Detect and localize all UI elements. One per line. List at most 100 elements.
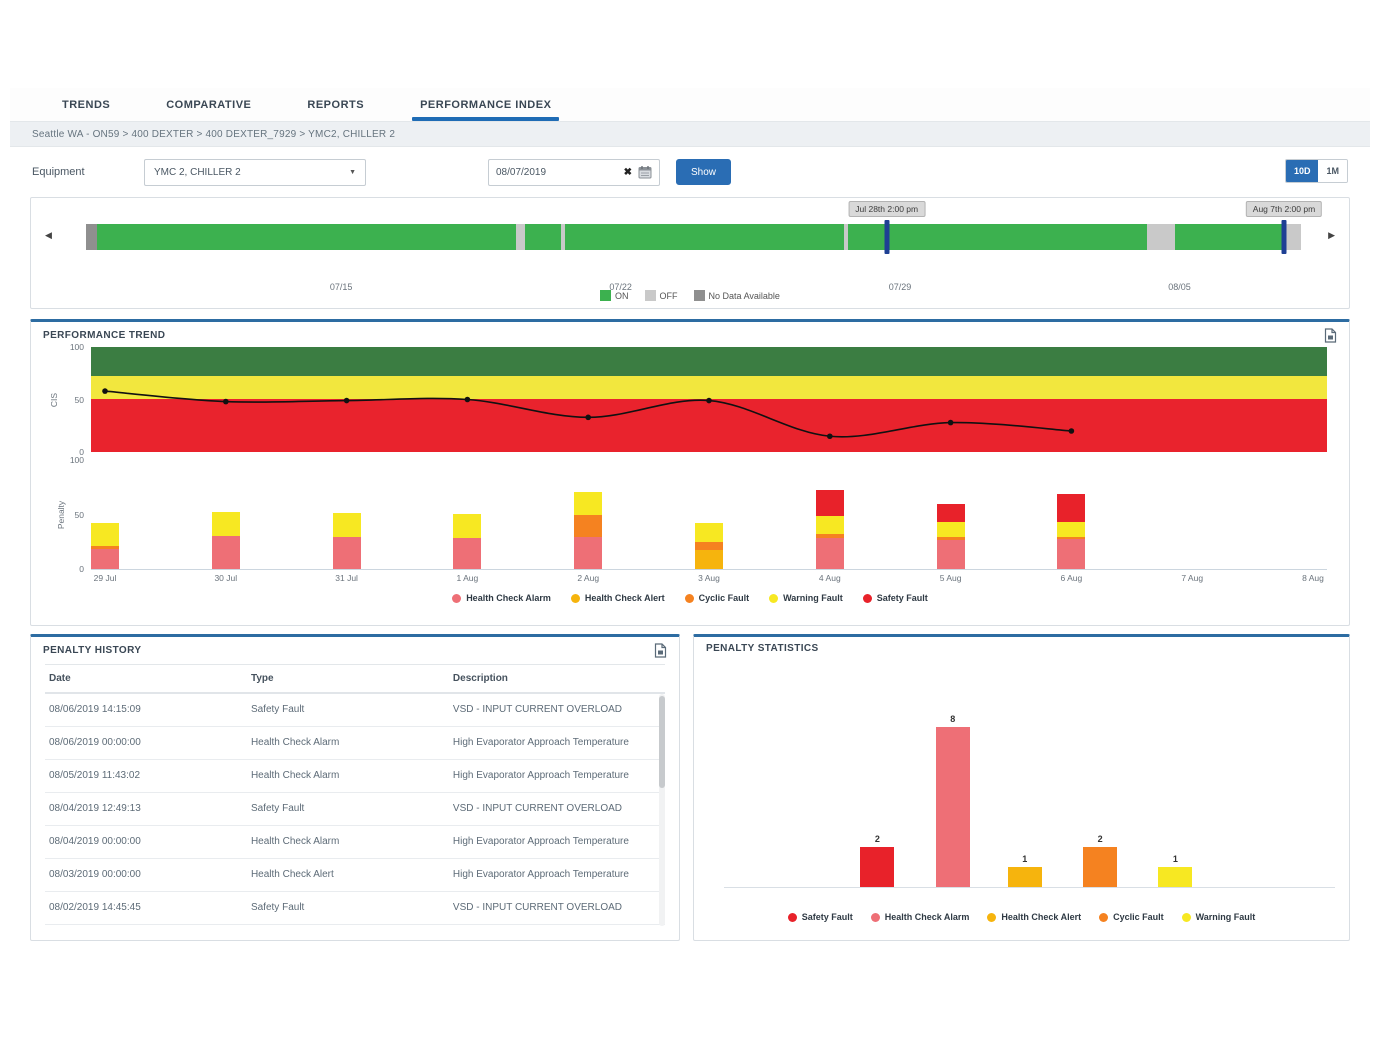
breadcrumb: Seattle WA - ON59 > 400 DEXTER > 400 DEX… [10, 121, 1370, 147]
range-option-10d[interactable]: 10D [1285, 160, 1319, 182]
bar-segment [91, 545, 119, 550]
penalty-bar-29-jul [91, 522, 119, 569]
performance-trend-title: PERFORMANCE TREND [43, 330, 166, 341]
legend-label: No Data Available [708, 290, 780, 301]
column-header: Type [250, 673, 274, 684]
cell-description: VSD - INPUT CURRENT OVERLOAD [452, 902, 623, 913]
penalty-x-axis: 29 Jul 30 Jul 31 Jul 1 Aug 2 Aug 3 Aug 4 Aug 5 … [91, 570, 1327, 585]
bar-segment [332, 537, 361, 569]
data-point [827, 433, 833, 440]
table-row: 08/05/2019 11:43:02 Health Check Alarm Hig… [45, 760, 665, 793]
timeline-handle-right[interactable] [1281, 220, 1287, 254]
timeline-right-arrow-icon[interactable]: ▶ [1328, 230, 1335, 240]
cell-description: High Evaporator Approach Temperature [452, 737, 629, 748]
timeline-segment-no-data [86, 224, 97, 250]
export-icon[interactable] [1324, 328, 1337, 343]
date-input[interactable]: 08/07/2019 ✖ [488, 158, 660, 186]
timeline-segment-off [516, 224, 525, 250]
timeline-handle-left[interactable] [884, 220, 890, 254]
penalty-statistics-title: PENALTY STATISTICS [706, 643, 819, 654]
bottom-row: PENALTY HISTORY Date Type Description 08/0… [30, 634, 1350, 941]
show-button[interactable]: Show [676, 159, 732, 185]
stats-bar-value: 2 [874, 834, 880, 844]
clear-date-icon[interactable]: ✖ [623, 166, 632, 178]
range-option-1m[interactable]: 1M [1318, 160, 1347, 182]
runtime-timeline-panel: ◀ ▶ Jul 28th 2:00 pm Aug 7th 2:00 pm 07/15… [30, 197, 1350, 309]
timeline-tooltip: Aug 7th 2:00 pm [1245, 201, 1323, 217]
data-point [464, 396, 471, 403]
cell-description: VSD - INPUT CURRENT OVERLOAD [452, 803, 623, 814]
penalty-history-table-body[interactable]: 08/06/2019 14:15:09 Safety Fault VSD - INP… [45, 694, 665, 926]
penalty-legend-item: Safety Fault [862, 593, 928, 603]
tab-reports[interactable]: REPORTS [307, 98, 365, 111]
bar-segment [936, 540, 965, 569]
timeline-legend-item: ON [600, 290, 629, 301]
equipment-select-value: YMC 2, CHILLER 2 [154, 166, 241, 178]
performance-y-axis-label: CIS [49, 392, 60, 407]
penalty-history-table-header: Date Type Description [45, 664, 665, 694]
performance-trend-header: PERFORMANCE TREND [31, 322, 1349, 347]
bar-segment [91, 522, 119, 546]
legend-label: Warning Fault [783, 593, 843, 603]
x-tick-label: 2 Aug [577, 573, 600, 583]
legend-dot [787, 912, 797, 922]
equipment-select[interactable]: YMC 2, CHILLER 2 ▼ [144, 158, 366, 186]
penalty-statistics-baseline [724, 887, 1335, 888]
bar-segment [453, 514, 482, 539]
legend-label: Safety Fault [801, 912, 853, 922]
tab-trends[interactable]: TRENDS [62, 98, 111, 111]
legend-dot [570, 593, 580, 603]
legend-dot [1099, 912, 1109, 922]
penalty-legend-item: Warning Fault [769, 593, 843, 603]
tab-performance-index[interactable]: PERFORMANCE INDEX [412, 88, 560, 121]
stats-bar [1158, 867, 1193, 887]
legend-label: Health Check Alarm [884, 912, 970, 922]
penalty-legend-item: Cyclic Fault [684, 593, 749, 603]
timeline-axis-label: 07/15 [329, 282, 353, 292]
stats-bar [860, 847, 895, 887]
timeline-segment-on [96, 224, 517, 250]
bar-segment [815, 538, 844, 569]
timeline-axis-label: 07/29 [888, 282, 912, 292]
export-icon[interactable] [654, 643, 667, 658]
legend-label: Health Check Alert [1001, 912, 1082, 922]
cell-type: Health Check Alarm [250, 836, 340, 847]
cell-description: High Evaporator Approach Temperature [452, 770, 629, 781]
stats-bar-value: 1 [1172, 854, 1178, 864]
app-window: TRENDS COMPARATIVE REPORTS PERFORMANCE INDE… [10, 88, 1370, 941]
penalty-bar-2-aug [574, 492, 603, 569]
bar-segment [453, 538, 482, 569]
bar-segment [574, 537, 603, 569]
tab-comparative[interactable]: COMPARATIVE [166, 98, 252, 111]
penalty-bar-4-aug [815, 489, 844, 569]
stats-bar-health-check-alarm: 8 [935, 714, 970, 887]
stats-bar-health-check-alert: 1 [1007, 854, 1042, 887]
y-tick-label: 50 [74, 394, 84, 405]
data-point [585, 414, 591, 421]
scrollbar-thumb[interactable] [659, 696, 665, 788]
stats-bar-warning-fault: 1 [1158, 854, 1193, 887]
cell-description: High Evaporator Approach Temperature [452, 869, 629, 880]
penalty-statistics-header: PENALTY STATISTICS [694, 637, 1349, 658]
performance-line [104, 390, 1072, 438]
bar-segment [211, 536, 240, 569]
table-row: 08/04/2019 00:00:00 Health Check Alarm Hig… [45, 826, 665, 859]
bar-segment [1057, 521, 1086, 538]
timeline-tooltip: Jul 28th 2:00 pm [848, 201, 926, 217]
legend-label: ON [615, 290, 629, 301]
timeline-left-arrow-icon[interactable]: ◀ [45, 230, 52, 240]
calendar-icon[interactable] [638, 165, 652, 179]
legend-swatch [600, 290, 612, 301]
bar-segment [815, 516, 844, 534]
legend-dot [987, 912, 997, 922]
zone-band [91, 347, 1327, 377]
data-point [1068, 428, 1075, 434]
legend-dot [1181, 912, 1191, 922]
cell-date: 08/05/2019 11:43:02 [49, 770, 141, 781]
cell-type: Safety Fault [250, 704, 305, 715]
legend-label: Health Check Alarm [466, 593, 551, 603]
timeline-segment-off [844, 224, 848, 250]
timeline-track[interactable]: Jul 28th 2:00 pm Aug 7th 2:00 pm 07/15 07/2… [86, 201, 1323, 292]
table-row: 08/04/2019 12:49:13 Safety Fault VSD - INP… [45, 793, 665, 826]
active-tab-underline [412, 117, 560, 121]
